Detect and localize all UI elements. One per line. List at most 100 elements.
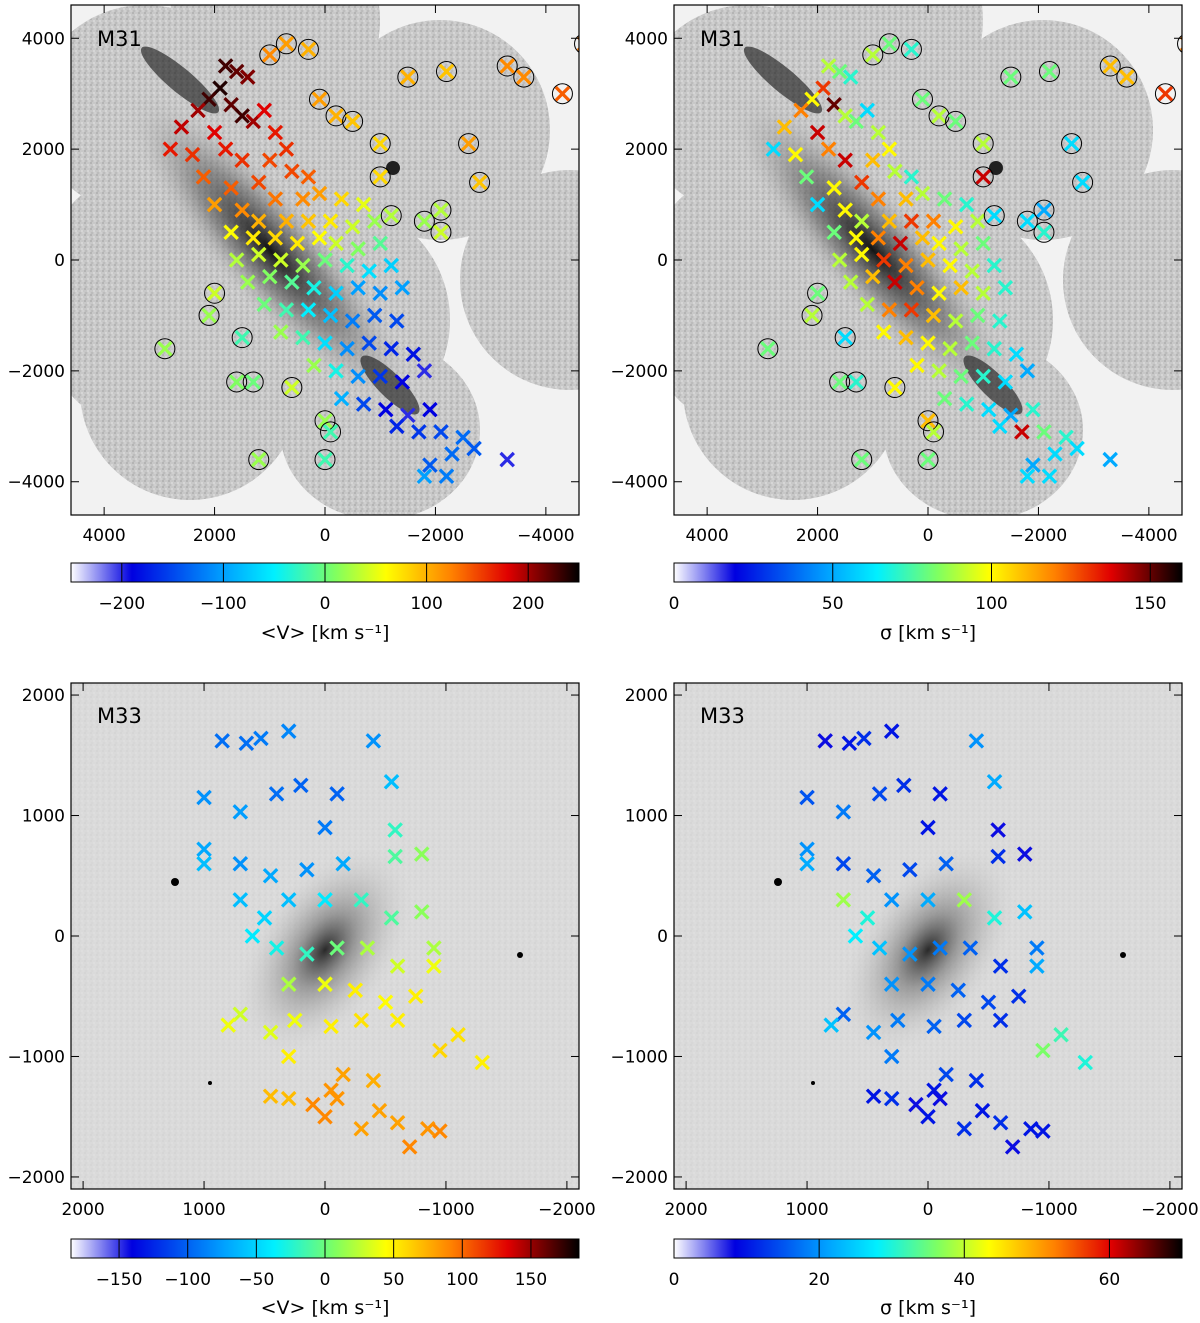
point-circle <box>259 44 281 66</box>
circled-data-point <box>231 327 253 349</box>
point-x-stroke <box>238 735 255 752</box>
data-point <box>355 396 372 412</box>
colorbar-tick-label: 0 <box>669 1270 680 1290</box>
data-point <box>420 1120 436 1137</box>
point-x-stroke <box>1029 940 1045 956</box>
point-x-stroke <box>835 892 852 908</box>
data-point <box>293 777 309 794</box>
data-point <box>299 946 315 962</box>
m31-velocity-axes: 4000 2000 0 −2000 −4000 4000 2000 0 −2000 −4000 <box>7 5 579 546</box>
data-point <box>958 396 975 412</box>
point-x-stroke <box>350 279 366 296</box>
data-point <box>909 279 925 296</box>
point-x-stroke <box>366 213 383 229</box>
data-point <box>389 1114 406 1131</box>
data-point <box>466 440 482 457</box>
point-x-stroke <box>273 324 289 340</box>
point-circle <box>1099 55 1121 77</box>
circled-data-point <box>1038 61 1060 83</box>
data-point <box>389 958 406 974</box>
data-point <box>1069 440 1085 457</box>
point-circle <box>413 210 435 232</box>
data-point <box>914 230 931 246</box>
data-point <box>936 191 953 207</box>
point-x-stroke <box>870 230 887 246</box>
point-x-stroke <box>284 274 300 290</box>
circled-data-point <box>1000 66 1022 88</box>
data-point <box>333 390 350 407</box>
point-x-stroke <box>295 257 311 274</box>
m31-dispersion-title: M31 <box>700 27 745 51</box>
point-x-stroke <box>1077 1054 1094 1071</box>
circled-data-point <box>917 410 939 432</box>
data-point <box>206 124 223 141</box>
data-point <box>920 1108 936 1125</box>
data-point <box>196 855 212 872</box>
y-tick-label: 4000 <box>22 29 65 49</box>
point-x-stroke <box>962 940 979 956</box>
circled-data-point <box>248 449 270 471</box>
point-x-stroke <box>969 307 986 324</box>
point-x-stroke <box>942 340 958 357</box>
point-x-stroke <box>377 994 394 1011</box>
point-x-stroke <box>432 1123 448 1139</box>
point-x-stroke <box>1102 451 1118 468</box>
point-x-stroke <box>968 1072 985 1089</box>
data-point <box>820 141 837 157</box>
data-point <box>896 777 912 794</box>
point-x-stroke <box>329 940 345 956</box>
point-circle <box>248 449 270 471</box>
data-point <box>799 789 815 806</box>
data-point <box>1058 429 1074 446</box>
y-tick-label: 2000 <box>22 686 65 706</box>
point-x-stroke <box>361 335 377 351</box>
point-x-stroke <box>371 1102 388 1119</box>
point-x-stroke <box>837 108 853 124</box>
point-x-stroke <box>350 368 366 385</box>
data-point <box>347 982 364 998</box>
y-tick-label: 0 <box>54 927 65 947</box>
data-point <box>239 274 256 290</box>
m33-velocity-colorbar-label: <V> [km s⁻¹] <box>261 1297 390 1319</box>
point-x-stroke <box>328 363 344 379</box>
point-x-stroke <box>932 940 948 956</box>
point-x-stroke <box>975 135 991 152</box>
point-x-stroke <box>366 307 383 324</box>
point-x-stroke <box>826 224 842 241</box>
point-x-stroke <box>865 268 881 285</box>
point-x-stroke <box>831 374 848 390</box>
data-point <box>232 855 249 872</box>
point-x-stroke <box>389 958 406 974</box>
point-x-stroke <box>411 424 427 440</box>
m31-dispersion-axes: 4000 2000 0 −2000 −4000 4000 2000 0 −2000 −4000 <box>610 5 1182 546</box>
point-x-stroke <box>471 174 488 191</box>
point-x-stroke <box>992 313 1008 329</box>
point-circle <box>845 371 867 393</box>
point-x-stroke <box>920 335 936 351</box>
colorbar-tick-label: 0 <box>320 594 331 614</box>
data-point <box>284 163 300 180</box>
point-x-stroke <box>914 91 931 108</box>
circled-data-point <box>154 338 176 360</box>
point-x-stroke <box>344 218 361 235</box>
data-point <box>947 218 964 235</box>
point-x-stroke <box>311 91 328 108</box>
point-x-stroke <box>365 733 382 749</box>
data-point <box>887 163 903 180</box>
data-point <box>1010 988 1027 1005</box>
point-x-stroke <box>898 191 914 207</box>
point-x-stroke <box>333 390 350 407</box>
x-tick-label: 2000 <box>193 526 236 546</box>
point-x-stroke <box>232 855 249 872</box>
data-point <box>1035 1042 1051 1059</box>
circled-data-point <box>320 421 342 443</box>
data-point <box>371 1102 388 1119</box>
data-point <box>387 822 403 838</box>
point-x-stroke <box>322 213 339 229</box>
data-point <box>1077 1054 1094 1071</box>
point-x-stroke <box>1036 424 1052 440</box>
point-x-stroke <box>835 1006 852 1023</box>
point-x-stroke <box>438 468 455 484</box>
circled-data-point <box>259 44 281 66</box>
point-x-stroke <box>1008 346 1025 363</box>
